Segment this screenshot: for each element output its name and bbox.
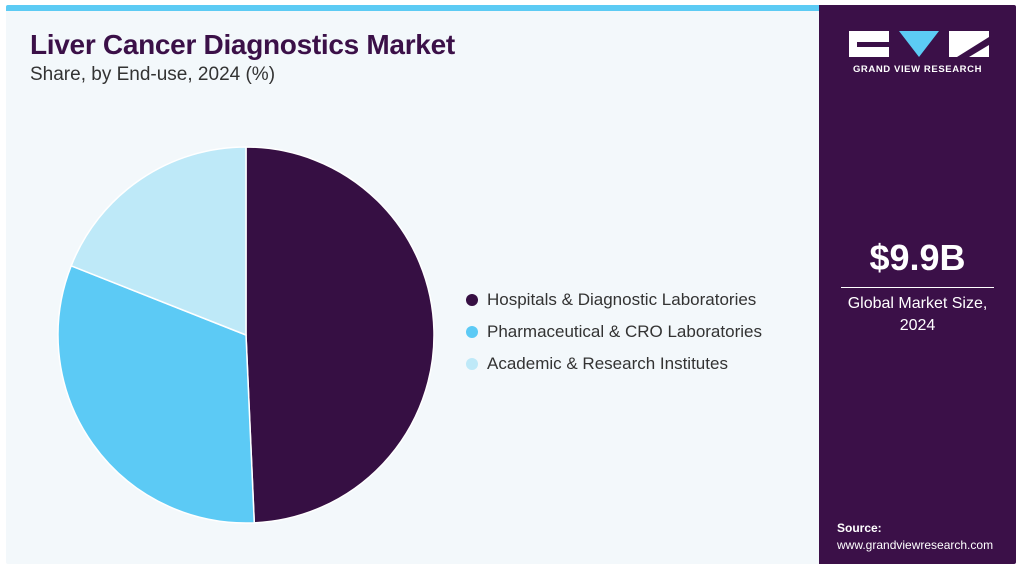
logo-text: GRAND VIEW RESEARCH: [852, 64, 983, 75]
sidebar-panel: GRAND VIEW RESEARCH $9.9B Global Market …: [819, 5, 1016, 564]
legend-item: Academic & Research Institutes: [466, 348, 762, 380]
market-size-value: $9.9B: [869, 237, 966, 278]
chart-subtitle: Share, by End-use, 2024 (%): [30, 64, 276, 85]
chart-card: Liver Cancer Diagnostics Market Share, b…: [6, 5, 1016, 564]
pie-slice-2: [57, 264, 256, 524]
accent-bar: [6, 5, 819, 11]
pie-slice-3: [70, 146, 247, 337]
legend-label: Academic & Research Institutes: [487, 354, 728, 373]
market-size-label: Global Market Size, 2024: [847, 295, 988, 334]
legend-item: Hospitals & Diagnostic Laboratories: [466, 284, 762, 316]
chart-legend: Hospitals & Diagnostic Laboratories Pharm…: [466, 284, 762, 380]
legend-item: Pharmaceutical & CRO Laboratories: [466, 316, 762, 348]
legend-label: Hospitals & Diagnostic Laboratories: [487, 290, 757, 309]
legend-dot: [466, 326, 478, 338]
pie-chart: [57, 146, 435, 524]
source-link[interactable]: www.grandviewresearch.com: [837, 538, 994, 552]
legend-dot: [466, 294, 478, 306]
pie-slice-1: [245, 146, 435, 524]
grand-view-research-logo-icon: [849, 31, 989, 57]
chart-title: Liver Cancer Diagnostics Market: [30, 29, 455, 60]
source-label: Source:: [837, 521, 882, 535]
legend-label: Pharmaceutical & CRO Laboratories: [487, 322, 762, 341]
legend-dot: [466, 358, 478, 370]
divider: [841, 287, 994, 288]
